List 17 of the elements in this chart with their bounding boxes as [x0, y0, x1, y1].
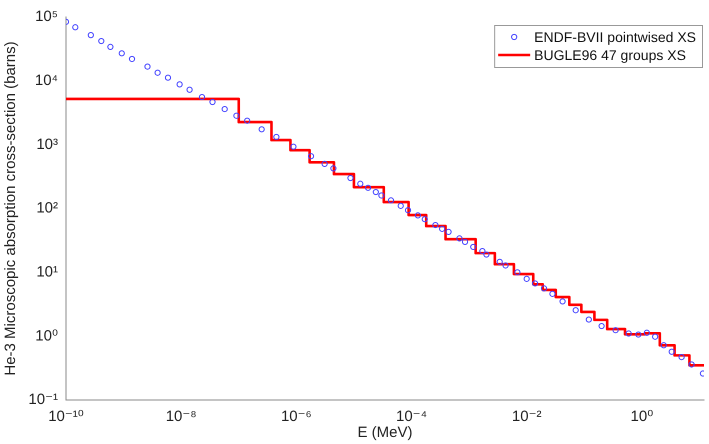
- y-tick-label: 10¹: [36, 263, 58, 280]
- x-tick-label: 10⁻²: [512, 408, 542, 426]
- x-tick-label: 10⁻⁴: [396, 408, 428, 426]
- y-tick-label: 10²: [36, 200, 58, 217]
- y-axis-title: He-3 Microscopic absorption cross-section (barns): [2, 41, 20, 376]
- y-tick-label: 10³: [36, 136, 58, 153]
- x-tick-label: 10⁻⁶: [280, 408, 312, 426]
- x-axis-title: E (MeV): [357, 424, 413, 442]
- x-tick-label: 10⁻⁸: [166, 408, 197, 426]
- x-tick-label: 10⁰: [630, 408, 654, 426]
- x-tick-label: 10⁻¹⁰: [48, 408, 84, 426]
- legend-label: ENDF-BVII pointwised XS: [534, 28, 696, 45]
- y-tick-label: 10⁻¹: [28, 391, 58, 408]
- y-tick-label: 10⁵: [35, 8, 58, 26]
- y-tick-label: 10⁰: [35, 327, 58, 344]
- legend-label: BUGLE96 47 groups XS: [534, 46, 686, 63]
- y-tick-label: 10⁴: [34, 72, 58, 89]
